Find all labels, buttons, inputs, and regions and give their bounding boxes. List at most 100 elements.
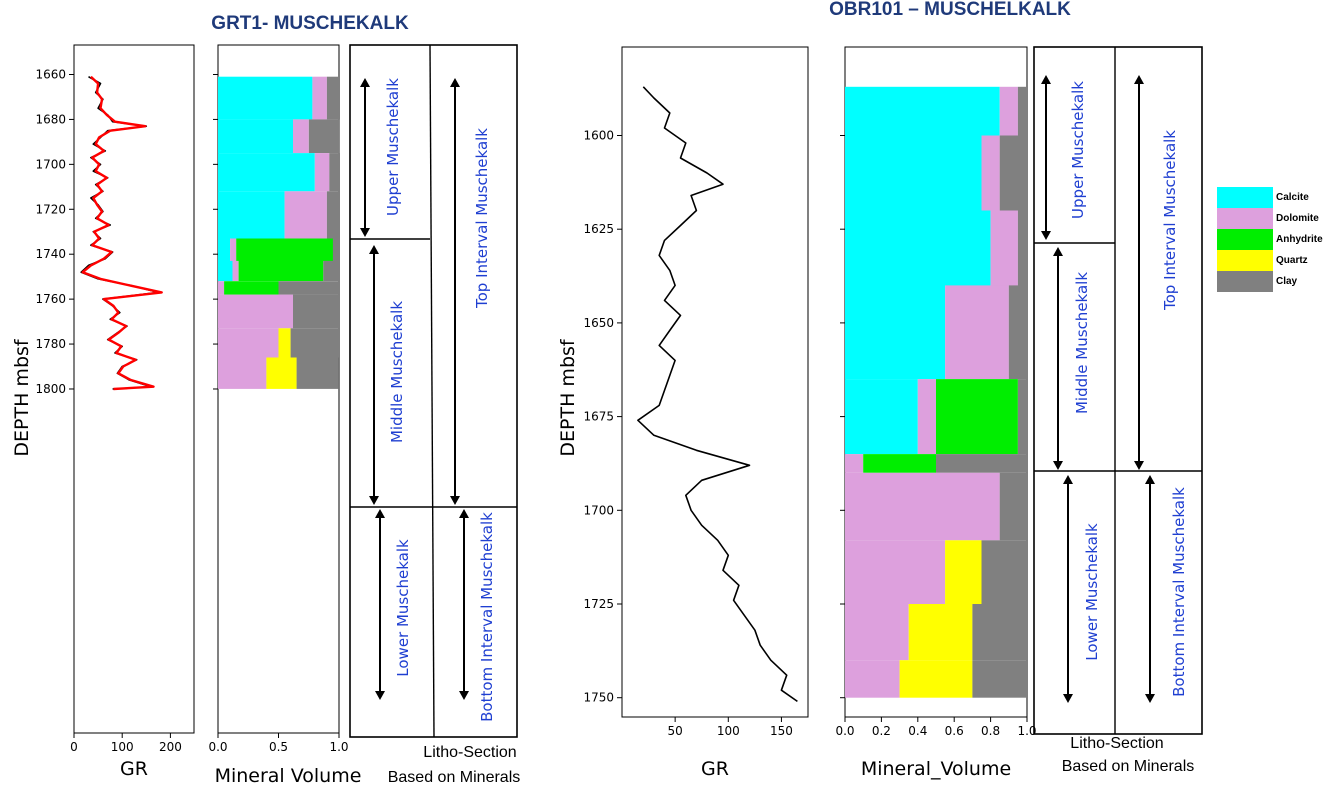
left-arrow-middle-head-up [369, 245, 379, 254]
left-mv-clay-8 [290, 328, 339, 358]
mineral-legend: Calcite Dolomite Anhydrite Quartz Clay [1217, 187, 1323, 292]
right-mv-xlabel: Mineral_Volume [861, 758, 1011, 780]
right-mv-anhydrite-4 [936, 379, 1018, 455]
left-gr-ytick-label-1720: 1720 [35, 202, 66, 216]
left-mv-calcite-4 [218, 238, 231, 261]
right-zone-bottom-interval: Bottom Interval Muschekalk [1170, 487, 1188, 697]
right-mv-clay-2 [1017, 210, 1027, 286]
right-mv-dolomite-5 [845, 454, 864, 473]
left-mv-clay-9 [296, 357, 339, 389]
legend-swatch-clay [1217, 271, 1273, 292]
left-arrow-top-interval-head-down [450, 496, 460, 505]
right-gr-xtick-label-50: 50 [668, 724, 683, 738]
left-arrow-lower-head-up [375, 509, 385, 518]
left-arrow-middle-head-down [369, 496, 379, 505]
right-mineral-volume-track [845, 86, 1027, 698]
right-mv-calcite-1 [845, 135, 982, 211]
legend-label-clay: Clay [1276, 276, 1298, 287]
left-litho-caption-2: Based on Minerals [388, 769, 521, 786]
right-mv-xtick-label-0.6: 0.6 [945, 724, 964, 738]
right-mv-calcite-2 [845, 210, 991, 286]
right-mv-dolomite-3 [945, 285, 1009, 380]
right-mv-clay-9 [972, 660, 1027, 698]
left-gr-xtick-label-0: 0 [70, 740, 78, 754]
right-gr-frame [621, 46, 809, 718]
legend-label-dolomite: Dolomite [1276, 213, 1319, 224]
right-gr-ytick-label-1700: 1700 [583, 503, 614, 517]
left-mv-clay-5 [323, 260, 339, 282]
right-litho-arrows [1041, 75, 1155, 703]
left-mv-clay-0 [326, 76, 339, 120]
legend-swatch-calcite [1217, 187, 1273, 208]
right-mv-anhydrite-5 [863, 454, 936, 473]
left-mv-calcite-0 [218, 76, 313, 120]
left-zone-top-interval: Top Interval Muschekalk [473, 128, 491, 309]
right-mv-clay-7 [981, 540, 1027, 604]
legend-label-quartz: Quartz [1276, 255, 1308, 266]
right-mv-clay-5 [936, 454, 1027, 473]
left-gr-ytick-label-1680: 1680 [35, 112, 66, 126]
left-gr-xtick-label-100: 100 [111, 740, 134, 754]
right-mv-dolomite-6 [845, 472, 1000, 541]
right-mv-dolomite-1 [981, 135, 1000, 211]
left-arrow-upper-head-up [360, 78, 370, 87]
right-zone-top-interval: Top Interval Muschekalk [1161, 130, 1179, 311]
left-mv-dolomite-5 [232, 260, 239, 282]
left-mv-dolomite-3 [284, 191, 327, 239]
left-mv-dolomite-9 [218, 357, 267, 389]
left-mv-calcite-3 [218, 191, 285, 239]
right-mv-xtick-label-0.4: 0.4 [908, 724, 927, 738]
right-mv-clay-4 [1017, 379, 1027, 455]
left-gr-xtick-label-200: 200 [159, 740, 182, 754]
left-arrow-lower-head-down [375, 691, 385, 700]
right-gr-ytick-label-1600: 1600 [583, 129, 614, 143]
right-title: OBR101 – MUSCHELKALK [829, 0, 1071, 20]
right-gr-ytick-label-1650: 1650 [583, 316, 614, 330]
left-mv-clay-2 [329, 153, 339, 192]
left-gr-ytick-label-1700: 1700 [35, 157, 66, 171]
left-gr-track [80, 75, 163, 391]
left-mv-dolomite-4 [230, 238, 237, 261]
left-mv-dolomite-1 [293, 119, 309, 154]
right-arrow-lower-head-down [1063, 694, 1073, 703]
right-mv-xtick-label-0.2: 0.2 [872, 724, 891, 738]
left-mv-clay-7 [293, 294, 339, 329]
right-zone-upper: Upper Muschekalk [1069, 81, 1087, 219]
left-mv-anhydrite-4 [236, 238, 333, 261]
left-mv-dolomite-2 [314, 153, 330, 192]
left-mv-anhydrite-5 [238, 260, 324, 282]
left-mv-xtick-label-1: 1.0 [329, 740, 348, 754]
right-gr-xtick-label-150: 150 [770, 724, 793, 738]
left-litho-arrows [360, 78, 469, 700]
right-zone-middle: Middle Muschekalk [1073, 272, 1091, 414]
left-litho-section [349, 44, 518, 738]
left-mv-calcite-5 [218, 260, 233, 282]
right-mv-dolomite-9 [845, 660, 900, 698]
left-mv-xtick-label-0: 0.0 [208, 740, 227, 754]
right-arrow-middle-head-up [1053, 247, 1063, 256]
left-arrow-top-interval-head-up [450, 78, 460, 87]
left-zone-upper: Upper Muschekalk [384, 78, 402, 216]
right-arrow-upper-head-down [1041, 231, 1051, 240]
left-arrow-bottom-interval-head-down [459, 691, 469, 700]
left-gr-curve-1 [81, 75, 163, 391]
left-mv-quartz-8 [278, 328, 291, 358]
right-arrow-lower-head-up [1063, 475, 1073, 484]
right-gr-ytick-label-1625: 1625 [583, 222, 614, 236]
right-gr-curve-0 [637, 86, 798, 703]
right-depth-label: DEPTH mbsf [557, 338, 579, 456]
right-litho-caption-1: Litho-Section [1070, 735, 1163, 752]
left-zone-middle: Middle Muschekalk [388, 301, 406, 443]
left-zone-lower: Lower Muschekalk [394, 539, 412, 677]
left-arrow-upper-head-down [360, 228, 370, 237]
left-mv-calcite-1 [218, 119, 293, 154]
right-gr-ytick-label-1675: 1675 [583, 410, 614, 424]
right-arrow-upper-head-up [1041, 75, 1051, 84]
left-mv-calcite-2 [218, 153, 315, 192]
left-mv-anhydrite-6 [224, 281, 279, 295]
left-title: GRT1- MUSCHEKALK [211, 13, 409, 34]
left-depth-label: DEPTH mbsf [11, 338, 33, 456]
axis-ticks: 1660 1680 1700 1720 1740 1760 1780 1800 1600 1625… [35, 68, 1036, 755]
left-mv-dolomite-8 [218, 328, 279, 358]
right-mv-clay-3 [1008, 285, 1027, 380]
